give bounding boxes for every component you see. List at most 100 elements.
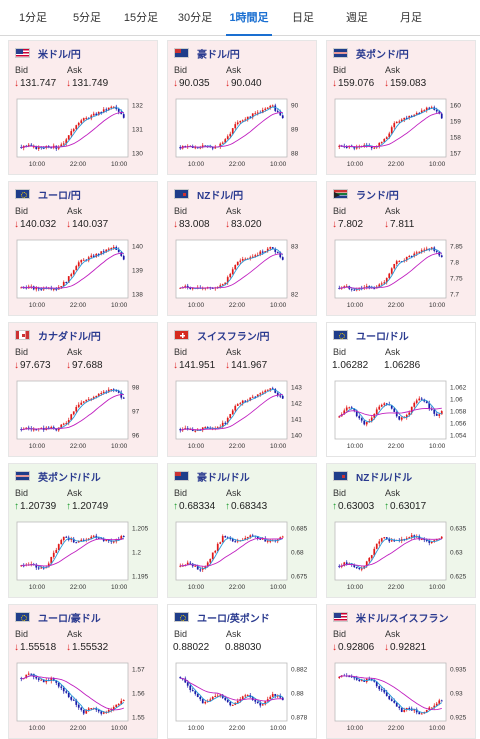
currency-card[interactable]: ランド/円 Bid Ask ↓7.802 ↓7.811 7.85 7.8 7.75 7.7 10:… xyxy=(326,181,476,316)
candle-body xyxy=(194,565,197,567)
candle-body xyxy=(75,125,78,130)
candlestick-chart[interactable]: 83 82 10:00 22:00 10:00 xyxy=(173,237,311,312)
candle-body xyxy=(405,538,408,540)
candle-body xyxy=(105,109,108,111)
candle-body xyxy=(375,543,378,549)
candlestick-chart[interactable]: 0.935 0.93 0.925 10:00 22:00 10:00 xyxy=(332,660,470,735)
candle-body xyxy=(266,389,269,391)
candlestick-chart[interactable]: 140 139 138 10:00 22:00 10:00 xyxy=(14,237,152,312)
pair-name[interactable]: 英ポンド/ドル xyxy=(38,472,101,484)
candle-body xyxy=(355,146,358,149)
candle-body xyxy=(179,429,182,431)
candle-body xyxy=(226,537,229,539)
currency-card[interactable]: NZドル/ドル Bid Ask ↑0.63003 ↑0.63017 0.635 0.63 0.… xyxy=(326,463,476,598)
currency-card[interactable]: 米ドル/円 Bid Ask ↓131.747 ↓131.749 132 131 130 10:0… xyxy=(8,40,158,175)
pair-name[interactable]: 米ドル/スイスフラン xyxy=(356,613,449,625)
pair-name[interactable]: NZドル/ドル xyxy=(356,472,413,484)
currency-card[interactable]: ユーロ/ドル Bid Ask 1.06282 1.06286 1.062 1.06 1.058… xyxy=(326,322,476,457)
candle-body xyxy=(380,404,383,407)
pair-name[interactable]: ユーロ/英ポンド xyxy=(197,613,270,625)
bid-value: 1.20739 xyxy=(20,501,57,512)
candlestick-chart[interactable]: 0.635 0.63 0.625 10:00 22:00 10:00 xyxy=(332,519,470,594)
pair-name[interactable]: ユーロ/ドル xyxy=(356,331,409,343)
candle-body xyxy=(345,407,348,411)
candle-body xyxy=(72,538,75,543)
bid-label: Bid xyxy=(15,488,29,498)
timeframe-tabs: 1分足 5分足 15分足 30分足 1時間足 日足 週足 月足 xyxy=(0,0,480,36)
x-tick-label: 10:00 xyxy=(270,584,287,591)
candlestick-chart[interactable]: 0.685 0.68 0.675 10:00 22:00 10:00 xyxy=(173,519,311,594)
tab-5[interactable]: 日足 xyxy=(292,12,314,24)
currency-card[interactable]: 米ドル/スイスフラン Bid Ask ↓0.92806 ↓0.92821 0.935 0.9… xyxy=(326,604,476,739)
candlestick-chart[interactable]: 98 97 96 10:00 22:00 10:00 xyxy=(14,378,152,453)
candlestick-chart[interactable]: 160 159 158 157 10:00 22:00 10:00 xyxy=(332,96,470,171)
candle-body xyxy=(415,112,418,115)
currency-card[interactable]: カナダドル/円 Bid Ask ↓97.673 ↓97.688 98 97 96 10:00 22… xyxy=(8,322,158,457)
candlestick-chart[interactable]: 7.85 7.8 7.75 7.7 10:00 22:00 10:00 xyxy=(332,237,470,312)
candle-body xyxy=(112,247,115,249)
pair-name[interactable]: ランド/円 xyxy=(356,190,399,202)
tab-0[interactable]: 1分足 xyxy=(18,12,48,24)
currency-card[interactable]: ユーロ/豪ドル Bid Ask ↓1.55518 ↓1.55532 1.57 1.56 1.5… xyxy=(8,604,158,739)
x-tick-label: 10:00 xyxy=(429,584,446,591)
candle-body xyxy=(67,276,70,283)
y-tick-label: 1.056 xyxy=(450,421,467,428)
candle-body xyxy=(199,696,202,700)
candle-body xyxy=(85,117,88,119)
candle-body xyxy=(353,564,356,568)
tab-1[interactable]: 5分足 xyxy=(72,12,102,24)
candle-body xyxy=(100,112,103,114)
pair-name[interactable]: NZドル/円 xyxy=(197,190,244,202)
candle-body xyxy=(115,539,118,542)
candle-body xyxy=(378,284,381,287)
ask-value: 90.040 xyxy=(231,78,262,89)
ask-price: ↓159.083 xyxy=(384,78,436,89)
pair-name[interactable]: 英ポンド/円 xyxy=(356,49,409,61)
candle-body xyxy=(408,115,411,119)
candlestick-chart[interactable]: 132 131 130 10:00 22:00 10:00 xyxy=(14,96,152,171)
bid-price: ↓140.032 xyxy=(14,219,66,230)
tab-7[interactable]: 月足 xyxy=(400,12,422,24)
currency-card[interactable]: 豪ドル/円 Bid Ask ↓90.035 ↓90.040 90 89 88 10:00 22:0… xyxy=(167,40,317,175)
currency-card[interactable]: 英ポンド/ドル Bid Ask ↑1.20739 ↑1.20749 1.205 1.2 1.1… xyxy=(8,463,158,598)
ma-long-line xyxy=(339,675,442,711)
pair-name[interactable]: スイスフラン/円 xyxy=(197,331,270,343)
candlestick-chart[interactable]: 1.57 1.56 1.55 10:00 22:00 10:00 xyxy=(14,660,152,735)
currency-card[interactable]: スイスフラン/円 Bid Ask ↓141.951 ↓141.967 143 142 141 1… xyxy=(167,322,317,457)
candle-body xyxy=(216,695,219,697)
currency-card[interactable]: 英ポンド/円 Bid Ask ↓159.076 ↓159.083 160 159 158 157… xyxy=(326,40,476,175)
ask-price: ↓90.040 xyxy=(225,78,277,89)
ma-long-line xyxy=(339,538,442,567)
tab-2[interactable]: 15分足 xyxy=(123,12,159,24)
pair-name[interactable]: 豪ドル/ドル xyxy=(197,472,250,484)
candle-body xyxy=(87,538,90,540)
currency-card[interactable]: NZドル/円 Bid Ask ↓83.008 ↓83.020 83 82 10:00 22:00… xyxy=(167,181,317,316)
tab-3[interactable]: 30分足 xyxy=(177,12,213,24)
pair-name[interactable]: 豪ドル/円 xyxy=(197,49,240,61)
ma-short-line xyxy=(180,535,283,569)
bid-price: ↑1.20739 xyxy=(14,501,66,512)
tab-6[interactable]: 週足 xyxy=(346,12,368,24)
currency-card[interactable]: 豪ドル/ドル Bid Ask ↑0.68334 ↑0.68343 0.685 0.68 0.6… xyxy=(167,463,317,598)
tab-4[interactable]: 1時間足 xyxy=(222,0,276,36)
candle-body xyxy=(370,417,373,422)
candle-body xyxy=(122,700,125,702)
currency-card[interactable]: ユーロ/円 Bid Ask ↓140.032 ↓140.037 140 139 138 10:0… xyxy=(8,181,158,316)
candle-body xyxy=(186,682,189,686)
candlestick-chart[interactable]: 1.062 1.06 1.058 1.056 1.054 10:00 22:00 10:00 xyxy=(332,378,470,453)
candle-body xyxy=(75,406,78,412)
bid-label: Bid xyxy=(15,629,29,639)
candle-body xyxy=(62,423,65,425)
candlestick-chart[interactable]: 1.205 1.2 1.195 10:00 22:00 10:00 xyxy=(14,519,152,594)
candle-body xyxy=(370,145,373,149)
pair-name[interactable]: ユーロ/円 xyxy=(38,190,81,202)
pair-name[interactable]: カナダドル/円 xyxy=(38,331,101,343)
pair-name[interactable]: 米ドル/円 xyxy=(38,49,81,61)
candlestick-chart[interactable]: 0.882 0.88 0.878 10:00 22:00 10:00 xyxy=(173,660,311,735)
pair-name[interactable]: ユーロ/豪ドル xyxy=(38,613,101,625)
y-tick-label: 143 xyxy=(291,385,302,392)
candlestick-chart[interactable]: 90 89 88 10:00 22:00 10:00 xyxy=(173,96,311,171)
bid-price: 1.06282 xyxy=(332,360,384,371)
currency-card[interactable]: ユーロ/英ポンド Bid Ask 0.88022 0.88030 0.882 0.88 0.8… xyxy=(167,604,317,739)
candlestick-chart[interactable]: 143 142 141 140 10:00 22:00 10:00 xyxy=(173,378,311,453)
